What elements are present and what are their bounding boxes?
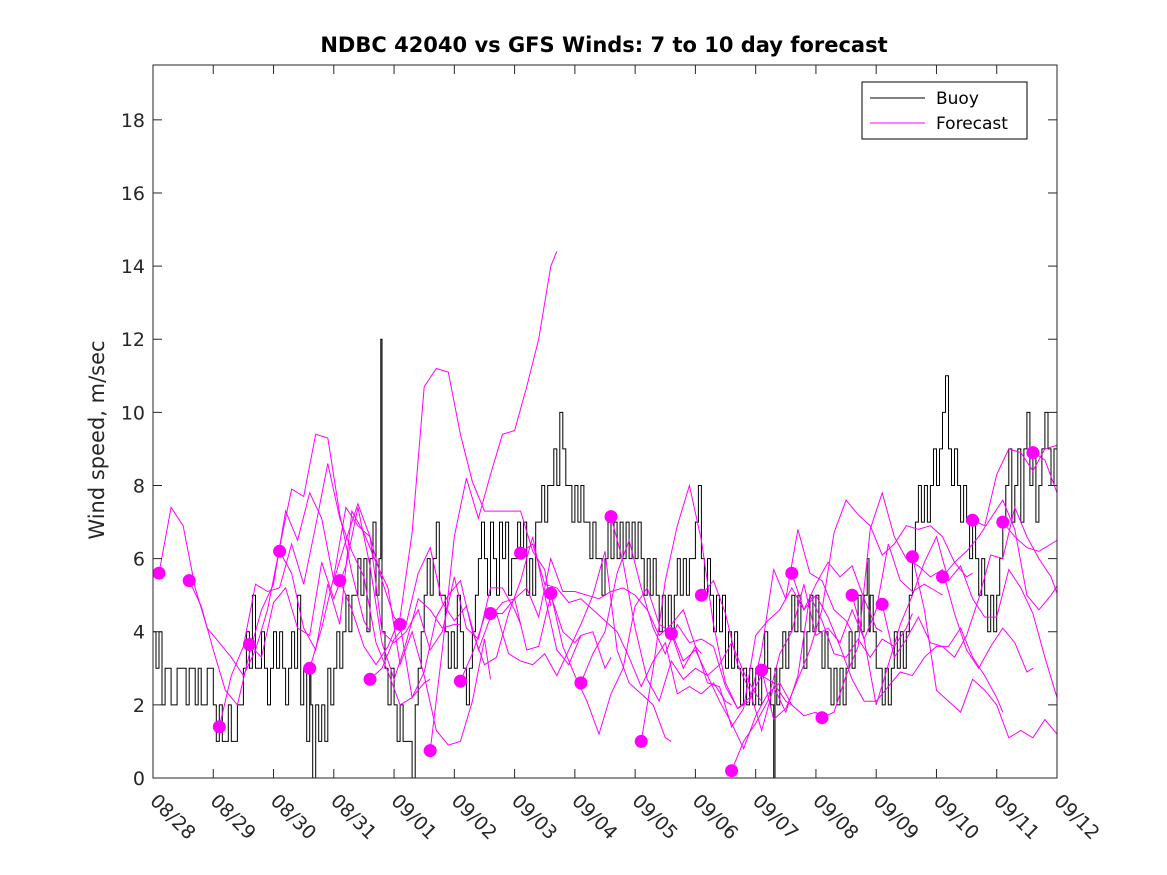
forecast-run-line-3	[218, 463, 431, 727]
y-axis-label: Wind speed, m/sec	[85, 340, 109, 539]
forecast-marker-11	[453, 674, 467, 688]
forecast-run-line-1	[158, 433, 371, 677]
forecast-run-line-4	[249, 507, 461, 681]
forecast-marker-4	[242, 638, 256, 651]
forecast-marker-9	[393, 617, 407, 631]
forecast-run-line-18	[670, 561, 883, 728]
forecast-marker-20	[725, 764, 739, 778]
forecast-run-line-29	[1002, 521, 1057, 552]
chart-title: NDBC 42040 vs GFS Winds: 7 to 10 day for…	[320, 33, 887, 57]
forecast-marker-17	[634, 734, 648, 748]
forecast-marker-1	[153, 566, 166, 580]
y-tick-label-9: 18	[121, 110, 145, 132]
forecast-marker-27	[936, 570, 949, 584]
forecast-marker-21	[755, 663, 769, 677]
forecast-marker-28	[966, 513, 980, 527]
forecast-marker-16	[604, 510, 618, 524]
legend-buoy-label: Buoy	[936, 89, 979, 109]
forecast-marker-29	[996, 515, 1010, 529]
y-tick-label-1: 2	[133, 695, 145, 717]
forecast-run-line-20	[731, 543, 943, 771]
y-tick-label-0: 0	[133, 768, 145, 790]
forecast-run-line-25	[881, 505, 1057, 659]
y-tick-label-3: 6	[133, 549, 145, 571]
forecast-marker-13	[514, 546, 528, 560]
forecast-marker-14	[544, 586, 558, 600]
forecast-run-line-10	[429, 251, 558, 751]
forecast-run-line-28	[972, 444, 1057, 527]
forecast-marker-23	[815, 711, 829, 725]
forecast-run-line-24	[851, 535, 1057, 706]
forecast-marker-18	[664, 627, 678, 641]
forecast-run-line-26	[911, 556, 1057, 739]
y-tick-label-7: 14	[121, 256, 145, 278]
forecast-run-line-22	[791, 573, 1004, 713]
forecast-run-line-27	[942, 499, 1057, 611]
forecast-marker-22	[785, 566, 799, 580]
y-tick-label-4: 8	[133, 475, 145, 497]
forecast-marker-8	[363, 672, 377, 686]
y-tick-label-8: 16	[121, 183, 145, 205]
forecast-marker-26	[905, 550, 919, 564]
forecast-run-line-6	[309, 506, 522, 669]
forecast-run-line-23	[821, 491, 1034, 719]
forecast-marker-12	[484, 607, 497, 620]
forecast-run-line-19	[701, 579, 913, 733]
plot-frame	[152, 64, 1058, 779]
y-tick-label-2: 4	[133, 622, 145, 644]
forecast-marker-2	[182, 574, 196, 588]
buoy-series-line	[153, 338, 1057, 778]
forecast-marker-5	[273, 544, 287, 558]
forecast-marker-3	[212, 720, 226, 734]
forecast-run-line-9	[399, 536, 612, 700]
forecast-run-line-7	[339, 367, 552, 666]
forecast-run-line-16	[610, 516, 823, 750]
forecast-marker-25	[875, 597, 889, 611]
legend-box	[861, 81, 1028, 140]
forecast-marker-10	[423, 744, 437, 758]
forecast-marker-30	[1026, 446, 1040, 460]
series-layer	[153, 251, 1057, 778]
forecast-marker-15	[574, 676, 588, 690]
y-tick-label-6: 12	[121, 329, 145, 351]
forecast-marker-24	[845, 588, 859, 602]
legend: Buoy Forecast	[861, 81, 1028, 140]
forecast-run-line-5	[279, 509, 491, 746]
forecast-marker-6	[303, 661, 317, 675]
legend-forecast-label: Forecast	[936, 114, 1008, 134]
forecast-run-line-17	[640, 483, 853, 742]
forecast-run-line-13	[520, 543, 732, 706]
forecast-marker-7	[333, 574, 347, 588]
forecast-marker-19	[694, 588, 708, 602]
y-tick-label-5: 10	[121, 402, 145, 424]
forecast-run-line-12	[490, 556, 702, 655]
forecast-run-line-21	[761, 499, 973, 721]
